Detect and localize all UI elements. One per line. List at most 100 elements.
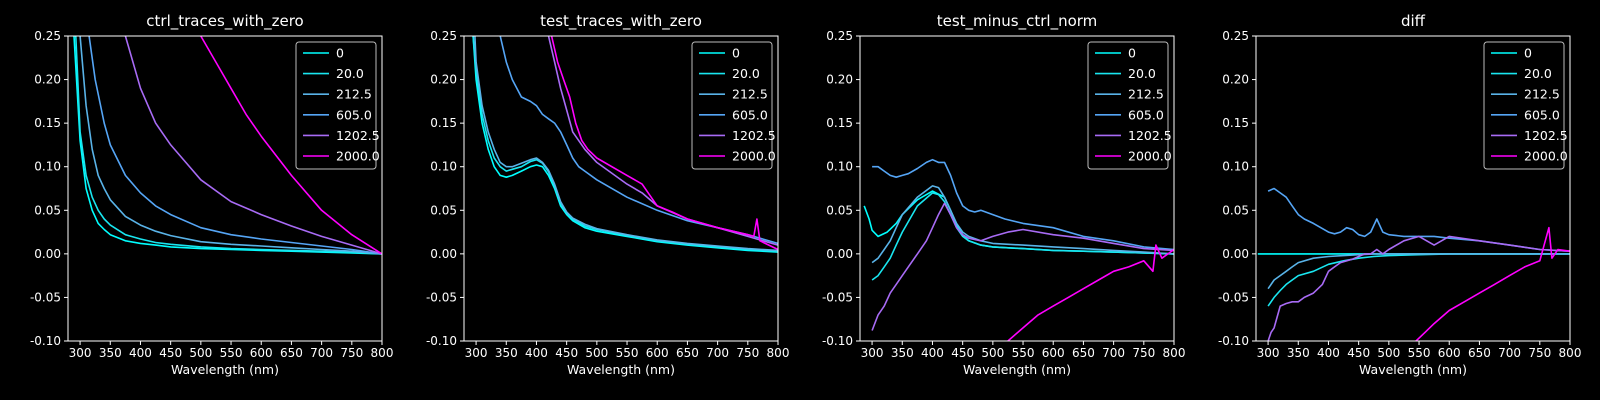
series-line-212.5: [79, 36, 382, 255]
legend-label: 2000.0: [732, 149, 776, 164]
x-tick-label: 750: [736, 346, 759, 360]
x-tick-label: 550: [616, 346, 639, 360]
x-tick-label: 750: [1132, 346, 1155, 360]
y-tick-label: 0.00: [826, 247, 853, 261]
x-tick-label: 350: [891, 346, 914, 360]
x-tick-label: 500: [1377, 346, 1400, 360]
legend-label: 0: [1128, 46, 1136, 61]
legend-label: 20.0: [1128, 66, 1156, 81]
y-tick-label: 0.25: [826, 29, 853, 43]
x-tick-label: 550: [220, 346, 243, 360]
y-tick-label: 0.15: [34, 116, 61, 130]
series-line-2000.0: [550, 36, 778, 251]
x-axis-label: Wavelength (nm): [171, 362, 279, 377]
series-line-1202.5: [124, 36, 382, 255]
legend-label: 0: [336, 46, 344, 61]
legend-label: 2000.0: [1128, 149, 1172, 164]
x-tick-label: 600: [1042, 346, 1065, 360]
x-tick-label: 300: [861, 346, 884, 360]
x-tick-label: 400: [129, 346, 152, 360]
legend-label: 212.5: [732, 87, 768, 102]
legend-label: 0: [732, 46, 740, 61]
y-tick-label: -0.10: [822, 334, 853, 348]
legend-label: 2000.0: [1524, 149, 1568, 164]
chart-panel-2: test_traces_with_zero 300 350 400 450 500 550 6…: [426, 12, 790, 377]
y-tick-label: 0.25: [1222, 29, 1249, 43]
x-tick-label: 650: [1072, 346, 1095, 360]
y-tick-label: 0.05: [826, 203, 853, 217]
axes-frame: [463, 35, 779, 342]
series-line-20.0: [75, 36, 382, 255]
y-tick-label: 0.10: [430, 160, 457, 174]
plot-area: [1257, 187, 1570, 341]
x-tick-label: 700: [1498, 346, 1521, 360]
legend-label: 2000.0: [336, 149, 380, 164]
y-tick-label: 0.00: [430, 247, 457, 261]
series-line-605.0: [499, 36, 778, 245]
x-tick-label: 550: [1012, 346, 1035, 360]
x-tick-label: 600: [646, 346, 669, 360]
y-tick-label: 0.00: [1222, 247, 1249, 261]
x-tick-label: 500: [585, 346, 608, 360]
x-tick-label: 300: [1257, 346, 1280, 360]
y-tick-label: 0.20: [430, 73, 457, 87]
legend-label: 0: [1524, 46, 1532, 61]
legend-label: 1202.5: [1128, 128, 1172, 143]
x-tick-label: 350: [99, 346, 122, 360]
chart-panel-3: test_minus_ctrl_norm 300 350 400 450 500 550 60…: [822, 12, 1186, 377]
series-line-1202.5: [1267, 235, 1570, 341]
y-tick-label: 0.20: [826, 73, 853, 87]
legend-label: 605.0: [336, 107, 372, 122]
x-tick-label: 700: [1102, 346, 1125, 360]
plot-area: [472, 36, 778, 253]
legend-label: 20.0: [336, 66, 364, 81]
x-axis-label: Wavelength (nm): [963, 362, 1071, 377]
y-tick-label: 0.05: [34, 203, 61, 217]
legend: 0 20.0 212.5 605.0 1202.5 2000.0: [1087, 41, 1172, 170]
x-tick-label: 700: [706, 346, 729, 360]
y-tick-label: 0.15: [430, 116, 457, 130]
x-tick-label: 450: [951, 346, 974, 360]
series-line-0: [472, 36, 778, 253]
legend-label: 212.5: [336, 87, 372, 102]
series-line-212.5: [1267, 253, 1570, 290]
series-line-1202.5: [871, 202, 1174, 331]
chart-title: test_minus_ctrl_norm: [937, 12, 1098, 31]
x-tick-label: 800: [1163, 346, 1186, 360]
series-line-2000.0: [200, 36, 382, 255]
y-tick-label: -0.05: [426, 290, 457, 304]
legend-label: 1202.5: [1524, 128, 1568, 143]
plot-area: [863, 158, 1174, 341]
x-tick-label: 600: [250, 346, 273, 360]
x-tick-label: 650: [1468, 346, 1491, 360]
x-tick-label: 350: [495, 346, 518, 360]
legend-label: 212.5: [1128, 87, 1164, 102]
y-tick-label: 0.20: [1222, 73, 1249, 87]
series-line-0: [73, 36, 382, 255]
y-tick-label: 0.05: [430, 203, 457, 217]
y-tick-label: 0.00: [34, 247, 61, 261]
x-axis-label: Wavelength (nm): [567, 362, 675, 377]
x-tick-label: 800: [1559, 346, 1582, 360]
legend: 0 20.0 212.5 605.0 1202.5 2000.0: [295, 41, 380, 170]
y-tick-label: 0.10: [34, 160, 61, 174]
x-tick-label: 750: [1528, 346, 1551, 360]
legend-label: 20.0: [1524, 66, 1552, 81]
y-tick-label: 0.15: [826, 116, 853, 130]
chart-panel-1: ctrl_traces_with_zero 300 350 400 450 500 550 6…: [30, 12, 394, 377]
x-tick-label: 300: [465, 346, 488, 360]
x-tick-label: 500: [189, 346, 212, 360]
y-tick-label: -0.05: [822, 290, 853, 304]
y-tick-label: 0.05: [1222, 203, 1249, 217]
legend-label: 20.0: [732, 66, 760, 81]
x-tick-label: 300: [69, 346, 92, 360]
x-tick-label: 650: [676, 346, 699, 360]
y-tick-label: 0.10: [826, 160, 853, 174]
axes-frame: [1255, 35, 1571, 342]
plot-area: [73, 36, 382, 255]
series-line-212.5: [474, 36, 778, 252]
series-line-212.5: [871, 185, 1174, 264]
legend-label: 605.0: [1524, 107, 1560, 122]
